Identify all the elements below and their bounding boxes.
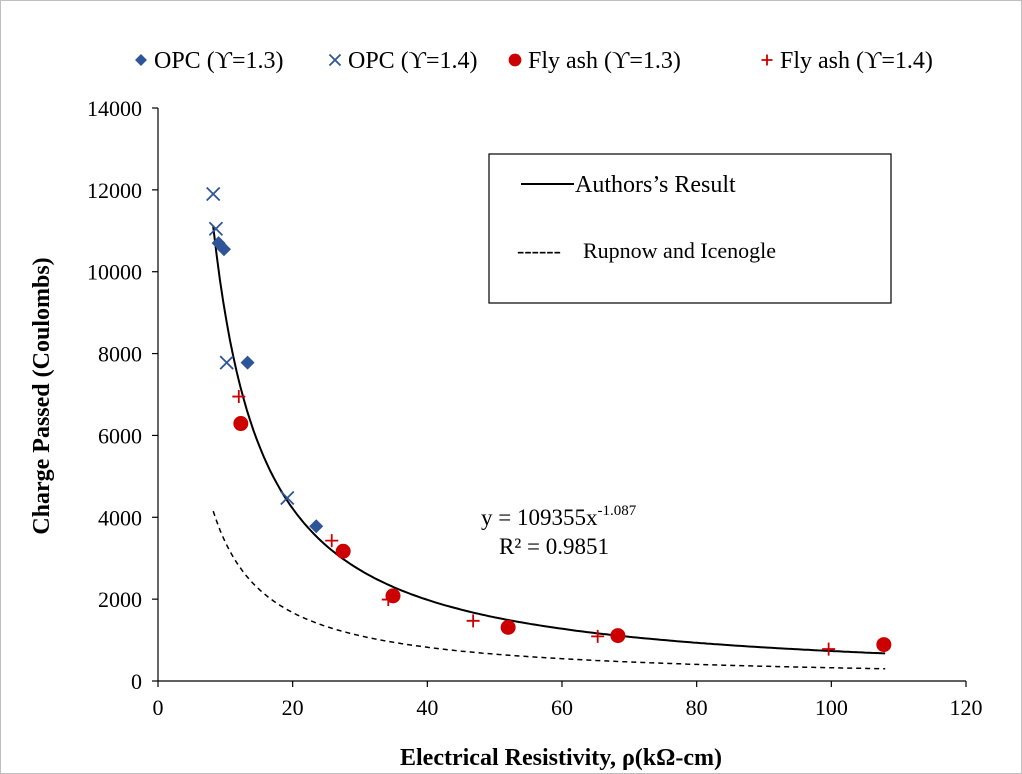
fit-curves [212, 226, 886, 670]
y-tick-label: 2000 [98, 587, 142, 612]
y-tick-label: 6000 [98, 423, 142, 448]
data-point-plus [381, 593, 395, 607]
legend-label: Fly ash (ϒ=1.4) [780, 48, 933, 74]
axes: 0 2000 4000 6000 8000 10000 12000 14000 0 20 40 60 8… [87, 96, 983, 720]
legend-label: OPC (ϒ=1.4) [348, 48, 478, 74]
r-squared-label: R² = 0.9851 [499, 534, 609, 559]
data-point-circle [335, 543, 351, 559]
legend-marker-plus [761, 54, 773, 66]
x-tick-label: 80 [686, 695, 708, 720]
data-point-plus [232, 390, 246, 404]
x-tick-label: 40 [416, 695, 438, 720]
data-point-plus [325, 534, 339, 548]
data-point-x [206, 186, 221, 202]
data-point-circle [500, 619, 516, 635]
data-point-circle [233, 416, 249, 432]
legend-marker-diamond [135, 54, 147, 66]
fit-equation-main: y = 109355x [481, 505, 598, 530]
y-tick-label: 4000 [98, 505, 142, 530]
legend-entry: OPC (ϒ=1.4) [328, 48, 478, 74]
dashed-line-label: Rupnow and Icenogle [583, 238, 776, 263]
legend-entry: Fly ash (ϒ=1.3) [508, 48, 681, 74]
data-point-x [219, 355, 234, 370]
y-tick-label: 14000 [87, 96, 142, 121]
data-point-plus [466, 614, 480, 628]
data-point-plus [822, 642, 836, 656]
legend-entry: OPC (ϒ=1.3) [135, 48, 284, 74]
legend-label: Fly ash (ϒ=1.3) [528, 48, 681, 74]
authors-fit-curve [212, 226, 886, 655]
fit-equation-exponent: -1.087 [597, 503, 636, 519]
x-tick-label: 0 [153, 695, 164, 720]
x-tick-label: 120 [950, 695, 983, 720]
line-legend-frame [488, 153, 892, 304]
legend-label: OPC (ϒ=1.3) [154, 48, 284, 74]
solid-line-label: Authors’s Result [575, 172, 736, 198]
y-tick-label: 8000 [98, 342, 142, 367]
y-tick-label: 10000 [87, 260, 142, 285]
series-legend: OPC (ϒ=1.3) OPC (ϒ=1.4) Fly ash (ϒ=1.3) Fly… [135, 48, 933, 74]
x-tick-label: 60 [551, 695, 573, 720]
x-axis-title: Electrical Resistivity, ρ(kΩ-cm) [400, 745, 722, 771]
data-point-x [208, 221, 224, 236]
data-point-diamond [240, 355, 255, 370]
data-point-x [280, 490, 295, 506]
data-point-plus [591, 629, 605, 643]
data-point-diamond [216, 242, 231, 257]
x-tick-label: 100 [815, 695, 848, 720]
data-point-circle [876, 637, 892, 653]
data-point-circle [610, 628, 626, 644]
legend-marker-circle [508, 53, 522, 67]
fit-equation: y = 109355x-1.087 [481, 503, 637, 530]
y-tick-label: 0 [131, 669, 142, 694]
y-tick-label: 12000 [87, 178, 142, 203]
dashed-line-swatch: ------ [517, 238, 561, 263]
x-tick-label: 20 [282, 695, 304, 720]
line-legend: Authors’s Result ------ Rupnow and Iceno… [488, 153, 892, 304]
legend-entry: Fly ash (ϒ=1.4) [761, 48, 933, 74]
data-points [206, 186, 892, 656]
legend-marker-x [328, 53, 342, 67]
y-axis-title: Charge Passed (Coulombs) [29, 257, 55, 534]
data-point-diamond [309, 519, 324, 534]
